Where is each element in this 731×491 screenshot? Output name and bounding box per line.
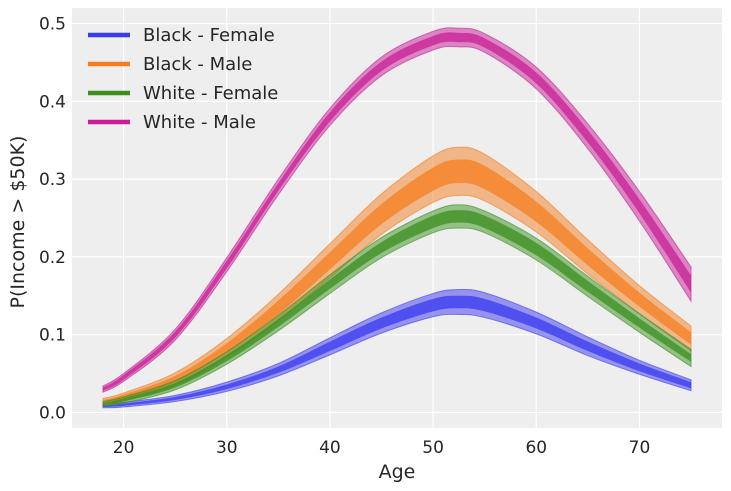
x-tick-label: 70 [629,438,651,458]
legend-label-black-female: Black - Female [143,25,275,46]
outer-band-white-male [102,27,692,394]
inner-band-black-male [102,159,692,404]
x-tick-label: 30 [216,438,238,458]
y-tick-label: 0.5 [39,15,66,35]
x-tick-labels: 20 30 40 50 60 70 [113,438,651,458]
x-tick-label: 40 [319,438,341,458]
y-tick-label: 0.3 [39,170,66,190]
bands [102,27,692,409]
inner-band-black-female [102,295,692,407]
legend-label-white-male: White - Male [143,112,256,133]
y-tick-label: 0.1 [39,326,66,346]
y-tick-label: 0.0 [39,403,66,423]
y-axis-label: P(Income > $50K) [7,136,29,309]
y-tick-label: 0.4 [39,92,66,112]
x-tick-label: 50 [422,438,444,458]
x-axis-label: Age [379,461,416,483]
y-tick-labels: 0.0 0.1 0.2 0.3 0.4 0.5 [39,15,66,424]
y-tick-label: 0.2 [39,248,66,268]
x-tick-label: 20 [113,438,135,458]
inner-band-white-female [102,210,692,405]
legend: Black - Female Black - Male White - Female… [88,25,278,133]
legend-label-white-female: White - Female [143,83,278,104]
legend-label-black-male: Black - Male [143,54,252,75]
x-tick-label: 60 [525,438,547,458]
